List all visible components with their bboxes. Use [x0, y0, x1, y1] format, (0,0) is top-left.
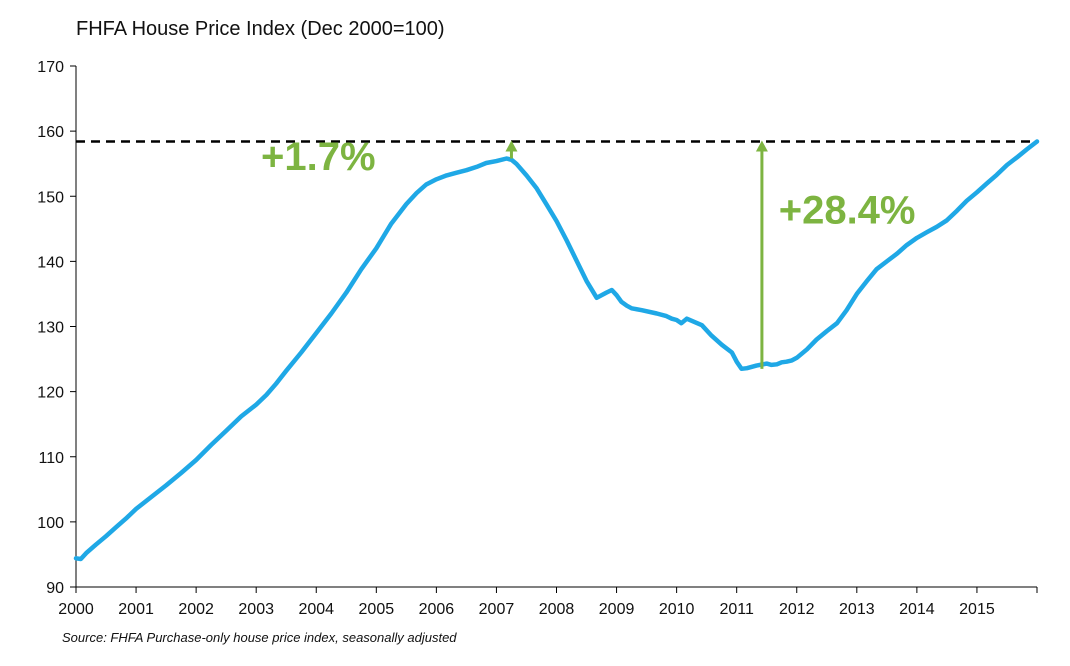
x-tick-label: 2002 [178, 601, 214, 618]
chart-source: Source: FHFA Purchase-only house price i… [62, 630, 457, 645]
x-tick-label: 2000 [58, 601, 94, 618]
y-tick-label: 100 [37, 515, 64, 532]
chart-title: FHFA House Price Index (Dec 2000=100) [76, 18, 445, 40]
y-tick-label: 90 [46, 580, 64, 597]
x-tick-label: 2013 [839, 601, 875, 618]
y-tick-label: 170 [37, 59, 64, 76]
x-tick-label: 2001 [118, 601, 154, 618]
annotation-arrow-head [505, 140, 518, 152]
series-line [73, 139, 1040, 562]
y-tick-label: 140 [37, 254, 64, 271]
annotations-group: +1.7% +28.4% [261, 135, 916, 369]
y-tick-label: 150 [37, 189, 64, 206]
x-tick-label: 2006 [419, 601, 455, 618]
annotation-arrow-head [755, 140, 768, 152]
x-tick-label: 2012 [779, 601, 815, 618]
x-tick-label: 2003 [238, 601, 274, 618]
y-tick-label: 130 [37, 320, 64, 337]
annotation-label: +1.7% [261, 135, 376, 179]
x-tick-label: 2007 [479, 601, 515, 618]
y-tick-label: 120 [37, 385, 64, 402]
y-tick-label: 110 [38, 450, 64, 467]
annotation-label: +28.4% [779, 189, 916, 233]
axes: 90 100 110 120 130 140 150 160 170 2000 2001 2002 20… [37, 59, 1038, 618]
x-tick-label: 2009 [599, 601, 635, 618]
y-tick-label: 160 [37, 124, 64, 141]
x-tick-label: 2005 [359, 601, 395, 618]
x-tick-label: 2011 [719, 601, 754, 618]
series-group [73, 139, 1040, 562]
x-tick-label: 2015 [959, 601, 995, 618]
x-tick-label: 2010 [659, 601, 695, 618]
x-tick-label: 2004 [298, 601, 334, 618]
x-tick-label: 2014 [899, 601, 935, 618]
x-tick-label: 2008 [539, 601, 575, 618]
